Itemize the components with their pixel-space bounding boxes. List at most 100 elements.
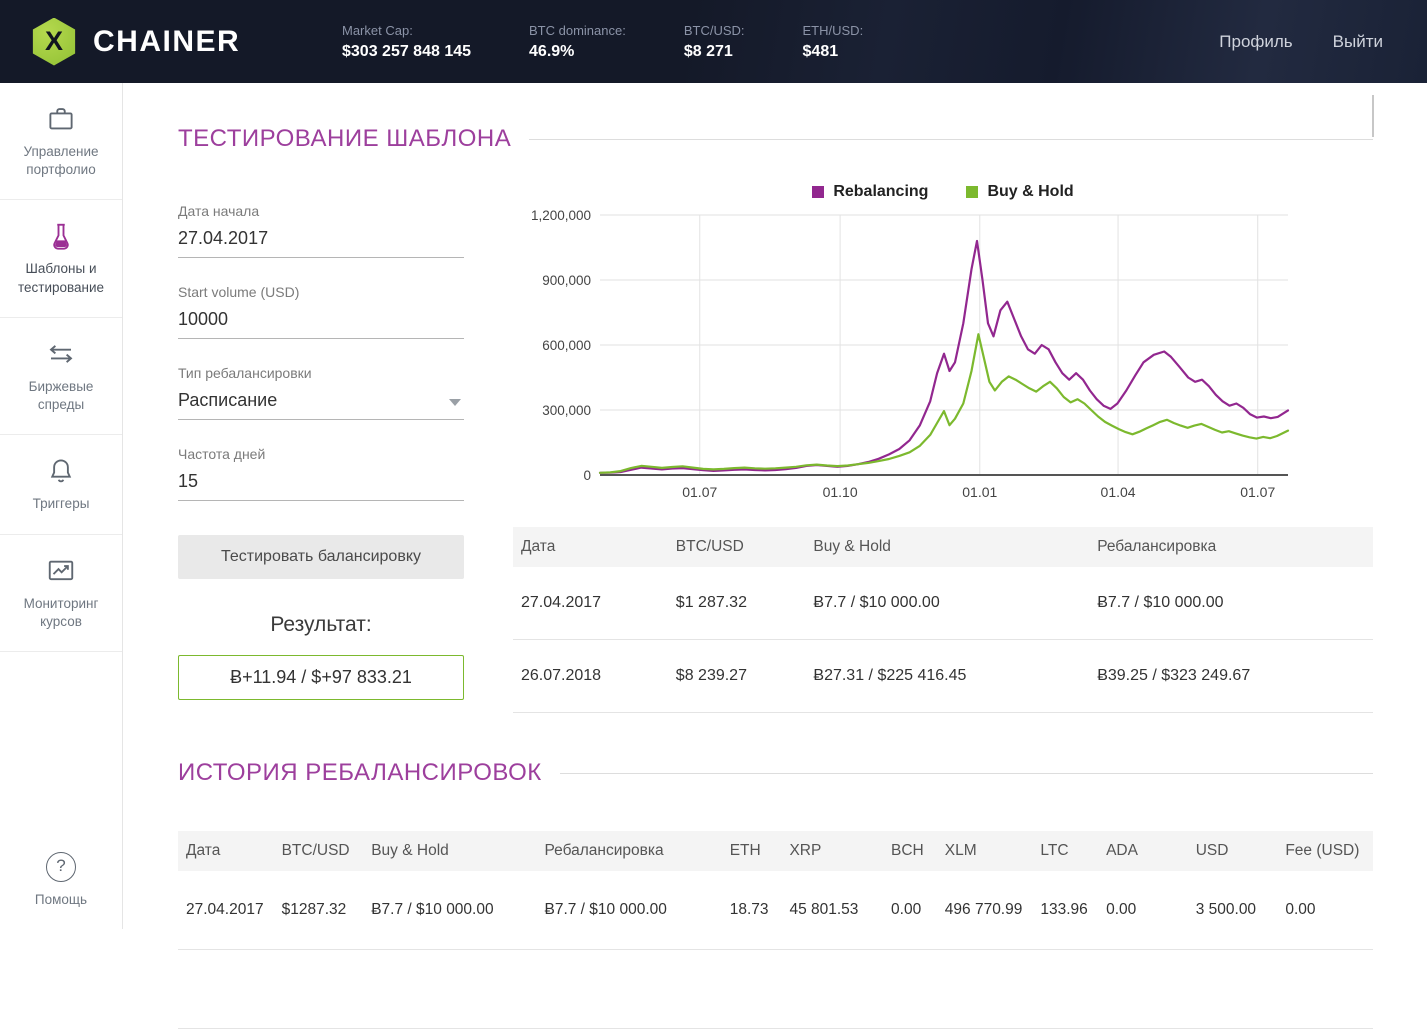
column-header: Дата (513, 527, 668, 568)
table-cell: $1 287.32 (667, 567, 806, 641)
header-stat: BTC/USD: $8 271 (684, 23, 745, 61)
table-cell (1187, 949, 1278, 1029)
history-section-head: ИСТОРИЯ РЕБАЛАНСИРОВОК (178, 743, 1373, 803)
stat-label: BTC/USD: (683, 22, 745, 38)
svg-text:01.10: 01.10 (823, 484, 858, 500)
chart-monitor-icon (48, 560, 74, 580)
rebalance-type-select[interactable]: Расписание (178, 383, 464, 421)
table-row: 27.04.2017 $1287.32 Ƀ7.7 / $10 000.00 Ƀ7.7 … (178, 871, 1373, 951)
table-cell: 27.04.2017 (513, 567, 668, 641)
header-stat: BTC dominance: 46.9% (529, 23, 626, 61)
test-form: Дата начала Start volume (USD) Тип ребал… (178, 183, 464, 713)
column-header: Buy & Hold (805, 527, 1090, 568)
rebalancing-swatch-icon (812, 186, 825, 199)
svg-text:900,000: 900,000 (542, 273, 591, 288)
table-cell (781, 949, 884, 1029)
start-volume-input[interactable] (178, 302, 464, 340)
svg-text:300,000: 300,000 (542, 403, 591, 418)
column-header: XRP (781, 831, 884, 872)
testing-title: ТЕСТИРОВАНИЕ ШАБЛОНА (178, 125, 512, 153)
svg-text:01.07: 01.07 (1240, 484, 1275, 500)
table-cell (721, 949, 782, 1029)
table-cell: 0.00 (883, 871, 937, 951)
table-row: 26.07.2018 $8 239.27 Ƀ27.31 / $225 416.45 Ƀ… (513, 639, 1373, 714)
column-header: LTC (1032, 831, 1099, 872)
divider (529, 138, 1373, 140)
table-cell (936, 949, 1033, 1029)
column-header: Buy & Hold (363, 831, 537, 872)
brand-name: CHAINER (93, 24, 241, 58)
logout-link[interactable]: Выйти (1332, 31, 1383, 51)
legend-label: Rebalancing (833, 183, 929, 201)
stat-label: BTC dominance: (529, 22, 626, 38)
svg-text:01.07: 01.07 (682, 484, 717, 500)
app-header: X CHAINER Market Cap: $303 257 848 145 BTC… (0, 0, 1427, 83)
svg-text:0: 0 (583, 468, 591, 483)
stat-label: ETH/USD: (802, 22, 864, 38)
svg-text:600,000: 600,000 (542, 338, 591, 353)
table-cell (1032, 949, 1099, 1029)
performance-chart: 0 300,000 600,000 900,000 1,200,000 01.07 01.1… (531, 208, 1290, 500)
table-cell: 45 801.53 (781, 871, 884, 951)
table-cell: 0.00 (1277, 871, 1373, 951)
briefcase-icon (49, 108, 73, 130)
chevron-down-icon (449, 399, 461, 407)
sidebar-item-triggers[interactable]: Триггеры (0, 435, 122, 535)
table-row (178, 949, 1373, 1029)
table-cell (1277, 949, 1373, 1029)
table-cell (883, 949, 937, 1029)
sidebar-item-templates-testing[interactable]: Шаблоны и тестирование (0, 200, 122, 318)
sidebar-item-portfolio[interactable]: Управление портфолио (0, 83, 122, 201)
table-cell (1098, 949, 1188, 1029)
column-header: USD (1187, 831, 1278, 872)
column-header: XLM (936, 831, 1033, 872)
column-header: BTC/USD (667, 527, 806, 568)
logo-glyph: X (44, 26, 63, 56)
sidebar-item-label: Биржевые спреды (28, 378, 94, 413)
header-stats: Market Cap: $303 257 848 145 BTC dominance… (342, 23, 863, 61)
sidebar-item-exchange-spreads[interactable]: Биржевые спреды (0, 318, 122, 436)
frequency-input[interactable] (178, 464, 464, 502)
summary-table: Дата BTC/USD Buy & Hold Ребалансировка 27.0… (513, 527, 1373, 714)
table-cell (536, 949, 722, 1029)
table-row: 27.04.2017 $1 287.32 Ƀ7.7 / $10 000.00 Ƀ7.7… (513, 567, 1373, 641)
result-value: Ƀ+11.94 / $+97 833.21 (178, 655, 464, 701)
start-date-input[interactable] (178, 221, 464, 259)
spread-arrows-icon (49, 345, 73, 363)
table-header-row: Дата BTC/USD Buy & Hold Ребалансировка ETH XR… (178, 831, 1373, 872)
stat-value: $303 257 848 145 (342, 42, 472, 60)
column-header: Дата (178, 831, 274, 872)
legend-buyhold: Buy & Hold (966, 183, 1074, 201)
sidebar-item-rate-monitoring[interactable]: Мониторинг курсов (0, 535, 122, 652)
sidebar-item-label: Мониторинг курсов (23, 595, 99, 629)
column-header: ADA (1098, 831, 1188, 872)
scrollbar[interactable] (1372, 95, 1374, 137)
stat-value: $8 271 (683, 42, 733, 60)
bell-icon (50, 459, 72, 483)
chainer-logo-icon: X (32, 17, 76, 66)
test-rebalance-button[interactable]: Тестировать балансировку (178, 535, 464, 580)
table-cell: Ƀ27.31 / $225 416.45 (805, 639, 1090, 714)
table-cell (363, 949, 537, 1029)
header-nav: Профиль Выйти (1219, 32, 1427, 52)
header-stat: Market Cap: $303 257 848 145 (342, 23, 471, 61)
brand[interactable]: X CHAINER (0, 17, 300, 66)
sidebar-item-help[interactable]: ? Помощь (0, 831, 122, 929)
table-cell: Ƀ7.7 / $10 000.00 (1089, 567, 1373, 641)
table-cell: Ƀ39.25 / $323 249.67 (1089, 639, 1373, 714)
divider (559, 772, 1373, 774)
testing-section-head: ТЕСТИРОВАНИЕ ШАБЛОНА (178, 109, 1373, 169)
table-cell: $8 239.27 (667, 639, 806, 714)
test-tube-icon (53, 224, 69, 251)
table-header-row: Дата BTC/USD Buy & Hold Ребалансировка (513, 527, 1373, 568)
chart-area: Rebalancing Buy & Hold 0 300,000 600,000 90… (513, 183, 1373, 714)
profile-link[interactable]: Профиль (1219, 31, 1293, 51)
legend-rebalancing: Rebalancing (812, 183, 928, 201)
table-cell: 496 770.99 (936, 871, 1033, 951)
stat-value: 46.9% (529, 42, 575, 60)
sidebar-item-label: Шаблоны и тестирование (17, 261, 105, 295)
table-cell: 26.07.2018 (513, 639, 668, 714)
column-header: Ребалансировка (1089, 527, 1373, 568)
table-cell: Ƀ7.7 / $10 000.00 (805, 567, 1090, 641)
column-header: BCH (883, 831, 937, 872)
